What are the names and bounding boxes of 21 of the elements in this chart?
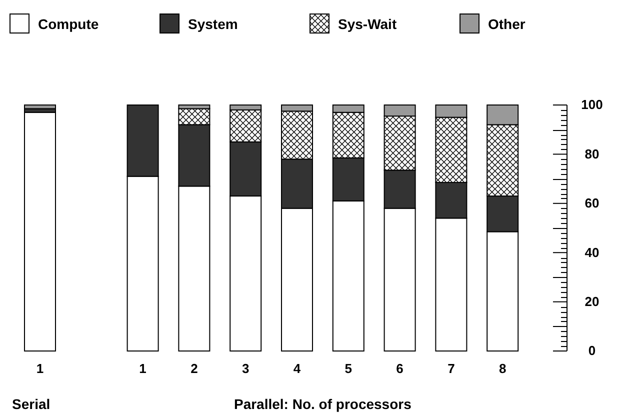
y-tick-label: 20 <box>584 294 600 309</box>
x-tick-label: 3 <box>242 361 250 376</box>
y-tick-label: 40 <box>584 244 600 260</box>
text: Parallel: No. of processors <box>234 396 412 412</box>
x-tick-label: 4 <box>293 361 302 376</box>
legend-label: Other <box>488 16 526 32</box>
y-tick-label: 80 <box>584 146 600 162</box>
y-tick-label: 100 <box>581 97 603 112</box>
legend-label: Compute <box>38 16 99 32</box>
legend-label: System <box>188 16 238 32</box>
x-tick-label: 6 <box>396 361 404 376</box>
legend-label: Sys-Wait <box>338 16 397 32</box>
y-tick-label: 0 <box>588 343 596 358</box>
y-tick-label: 60 <box>584 196 600 211</box>
x-tick-label: 1 <box>139 361 146 376</box>
text: Serial <box>12 396 50 412</box>
x-tick-label: 1 <box>36 361 44 376</box>
x-tick-label: 8 <box>498 361 506 376</box>
x-tick-label: 5 <box>344 361 352 376</box>
x-tick-label: 7 <box>448 361 455 376</box>
x-tick-label: 2 <box>190 361 198 376</box>
